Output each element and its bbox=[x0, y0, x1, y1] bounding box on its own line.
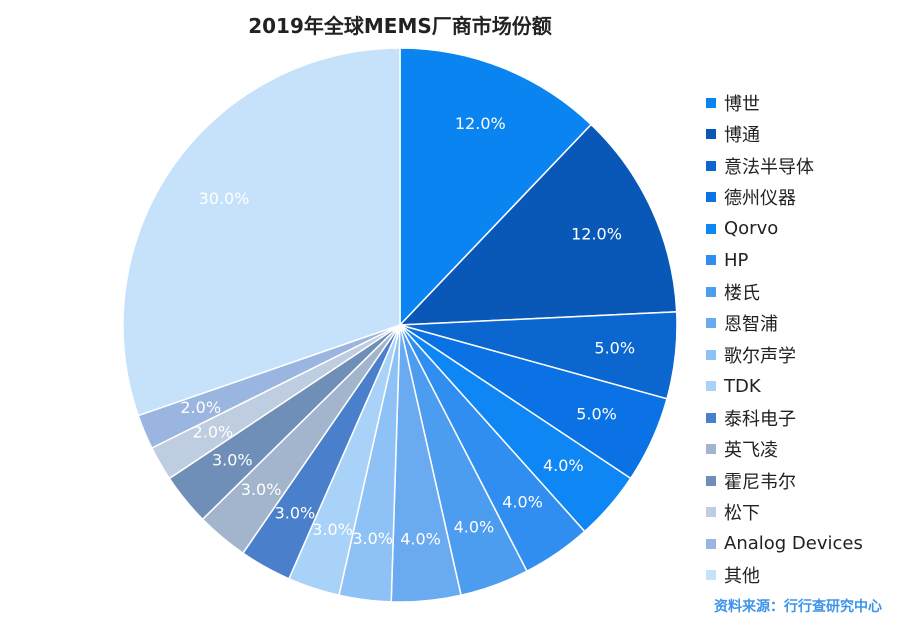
legend-label: 松下 bbox=[724, 503, 760, 525]
data-label-博通: 12.0% bbox=[571, 225, 622, 244]
legend-swatch bbox=[706, 570, 716, 581]
legend-item-泰科电子: 泰科电子 bbox=[706, 402, 863, 434]
data-label-其他: 30.0% bbox=[199, 189, 250, 208]
legend-item-歌尔声学: 歌尔声学 bbox=[706, 339, 863, 371]
pie-slice-博通 bbox=[398, 123, 678, 326]
legend-swatch bbox=[706, 349, 716, 360]
legend-swatch bbox=[706, 97, 716, 108]
legend-label: Analog Devices bbox=[724, 533, 863, 555]
data-label-松下: 2.0% bbox=[193, 423, 234, 442]
legend-swatch bbox=[706, 475, 716, 486]
legend-label: 意法半导体 bbox=[724, 156, 814, 178]
data-label-楼氏: 4.0% bbox=[454, 518, 495, 537]
legend-item-楼氏: 楼氏 bbox=[706, 276, 863, 308]
data-label-德州仪器: 5.0% bbox=[576, 404, 617, 423]
legend-label: Qorvo bbox=[724, 218, 779, 240]
legend-label: 泰科电子 bbox=[724, 408, 796, 430]
legend-label: 霍尼韦尔 bbox=[724, 471, 796, 493]
legend-item-qorvo: Qorvo bbox=[706, 213, 863, 245]
legend-item-博通: 博通 bbox=[706, 119, 863, 151]
legend-item-hp: HP bbox=[706, 245, 863, 277]
legend-label: 博通 bbox=[724, 125, 760, 147]
legend-swatch bbox=[706, 286, 716, 297]
data-label-意法半导体: 5.0% bbox=[594, 338, 635, 357]
legend-label: 恩智浦 bbox=[724, 314, 778, 336]
chart-legend: 博世博通意法半导体德州仪器 Qorvo HP 楼氏恩智浦歌尔声学 TDK 泰科电子英飞凌霍… bbox=[706, 87, 863, 591]
legend-label: 其他 bbox=[724, 566, 760, 588]
data-label-analog-devices: 2.0% bbox=[180, 398, 221, 417]
data-label-hp: 4.0% bbox=[502, 492, 543, 511]
legend-swatch bbox=[706, 160, 716, 171]
pie-labels: 12.0%12.0%5.0%5.0%4.0%4.0%4.0%4.0%3.0%3.… bbox=[180, 114, 635, 549]
legend-swatch bbox=[706, 412, 716, 423]
data-label-泰科电子: 3.0% bbox=[275, 503, 316, 522]
legend-item-tdk: TDK bbox=[706, 371, 863, 403]
data-label-恩智浦: 4.0% bbox=[400, 530, 441, 549]
legend-swatch bbox=[706, 255, 716, 266]
legend-swatch bbox=[706, 223, 716, 234]
data-label-英飞凌: 3.0% bbox=[241, 480, 282, 499]
legend-swatch bbox=[706, 129, 716, 140]
legend-swatch bbox=[706, 507, 716, 518]
legend-label: TDK bbox=[724, 375, 761, 397]
legend-item-霍尼韦尔: 霍尼韦尔 bbox=[706, 465, 863, 497]
pie-slice-其他 bbox=[122, 47, 401, 417]
chart-title: 2019年全球MEMS厂商市场份额 bbox=[248, 14, 552, 38]
pie-slices bbox=[122, 47, 678, 603]
legend-label: 博世 bbox=[724, 93, 760, 115]
legend-label: HP bbox=[724, 249, 749, 271]
legend-swatch bbox=[706, 444, 716, 455]
legend-item-英飞凌: 英飞凌 bbox=[706, 434, 863, 466]
pie-slice-博世 bbox=[399, 47, 593, 327]
legend-swatch bbox=[706, 381, 716, 392]
source-note: 资料来源：行行查研究中心 bbox=[714, 599, 882, 615]
legend-item-德州仪器: 德州仪器 bbox=[706, 182, 863, 214]
data-label-歌尔声学: 3.0% bbox=[352, 529, 393, 548]
legend-label: 楼氏 bbox=[724, 282, 760, 304]
data-label-博世: 12.0% bbox=[455, 114, 506, 133]
legend-swatch bbox=[706, 538, 716, 549]
legend-item-松下: 松下 bbox=[706, 497, 863, 529]
data-label-qorvo: 4.0% bbox=[543, 456, 584, 475]
data-label-tdk: 3.0% bbox=[312, 520, 353, 539]
legend-item-其他: 其他 bbox=[706, 560, 863, 592]
legend-label: 歌尔声学 bbox=[724, 345, 796, 367]
legend-item-博世: 博世 bbox=[706, 87, 863, 119]
legend-swatch bbox=[706, 192, 716, 203]
legend-item-恩智浦: 恩智浦 bbox=[706, 308, 863, 340]
legend-swatch bbox=[706, 318, 716, 329]
legend-label: 德州仪器 bbox=[724, 188, 796, 210]
legend-item-意法半导体: 意法半导体 bbox=[706, 150, 863, 182]
legend-label: 英飞凌 bbox=[724, 440, 778, 462]
data-label-霍尼韦尔: 3.0% bbox=[212, 451, 253, 470]
legend-item-analog-devices: Analog Devices bbox=[706, 528, 863, 560]
